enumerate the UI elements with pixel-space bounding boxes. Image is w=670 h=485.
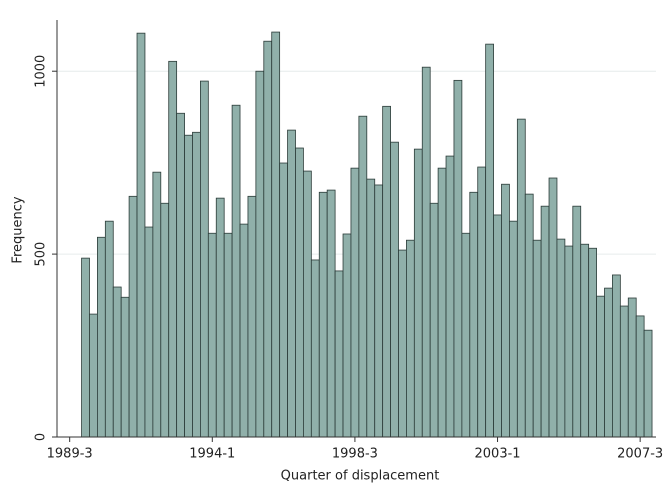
- bar: [136, 32, 146, 438]
- bar: [413, 148, 423, 438]
- bar: [596, 295, 605, 438]
- bar: [184, 134, 193, 438]
- bar: [310, 259, 320, 438]
- bar: [350, 167, 360, 438]
- x-tick-label: 1989-3: [47, 447, 93, 462]
- bar: [176, 112, 185, 438]
- bar: [627, 297, 637, 438]
- bar: [421, 66, 431, 438]
- bar: [152, 171, 162, 438]
- bar: [97, 236, 106, 438]
- bar: [604, 287, 613, 438]
- bar: [477, 166, 487, 438]
- bar: [144, 226, 154, 438]
- x-tick-label: 2007-3: [617, 447, 663, 462]
- bar: [255, 70, 265, 438]
- bar: [192, 131, 201, 438]
- y-tick-label: 1000: [34, 55, 49, 88]
- bar: [358, 115, 368, 438]
- bar: [516, 118, 526, 438]
- bar: [612, 274, 621, 438]
- bar: [128, 195, 138, 438]
- bar: [485, 43, 494, 438]
- bar: [247, 195, 257, 438]
- bar: [453, 79, 463, 438]
- bar: [263, 40, 273, 438]
- bar: [231, 104, 241, 438]
- bar: [564, 245, 574, 438]
- bar: [406, 239, 415, 438]
- bar: [215, 197, 225, 438]
- bar: [588, 247, 597, 438]
- bar: [303, 170, 312, 438]
- bar: [540, 205, 550, 438]
- bar: [287, 129, 296, 438]
- bar: [532, 239, 542, 438]
- x-axis-title: Quarter of displacement: [281, 469, 440, 484]
- bar: [207, 232, 217, 438]
- bar: [635, 315, 645, 438]
- bar: [493, 214, 502, 438]
- bar: [318, 191, 328, 438]
- bar: [326, 189, 336, 438]
- bar: [501, 183, 510, 438]
- bar: [619, 305, 629, 438]
- bar: [112, 286, 122, 438]
- bar: [239, 223, 249, 438]
- bar: [89, 313, 98, 438]
- bar: [398, 249, 407, 438]
- bar: [334, 270, 344, 438]
- bar: [572, 205, 582, 438]
- bar: [556, 238, 566, 438]
- bar: [643, 329, 653, 438]
- bar: [580, 243, 590, 438]
- bar: [524, 193, 534, 438]
- bar: [374, 184, 384, 438]
- bar: [429, 202, 439, 438]
- x-tick-label: 1998-3: [332, 447, 378, 462]
- bar: [437, 167, 447, 438]
- y-tick-label: 500: [34, 242, 49, 267]
- bar: [342, 233, 352, 438]
- bar: [271, 31, 281, 438]
- bar: [461, 232, 471, 438]
- bar: [469, 191, 479, 438]
- bar: [382, 105, 391, 438]
- bar: [295, 147, 304, 438]
- bar: [120, 296, 130, 438]
- bar: [366, 178, 376, 438]
- bar: [81, 257, 90, 438]
- bar: [548, 177, 558, 438]
- bar: [390, 141, 399, 438]
- bar: [104, 220, 114, 438]
- bar: [509, 220, 518, 438]
- bar: [168, 60, 178, 438]
- y-tick-label: 0: [34, 433, 49, 441]
- bar: [200, 80, 209, 438]
- bar: [160, 202, 170, 438]
- bar: [445, 155, 455, 438]
- bar: [279, 162, 288, 438]
- x-tick-label: 1994-1: [189, 447, 235, 462]
- bar: [223, 232, 233, 438]
- y-axis-title: Frequency: [11, 196, 26, 263]
- x-tick-label: 2003-1: [475, 447, 521, 462]
